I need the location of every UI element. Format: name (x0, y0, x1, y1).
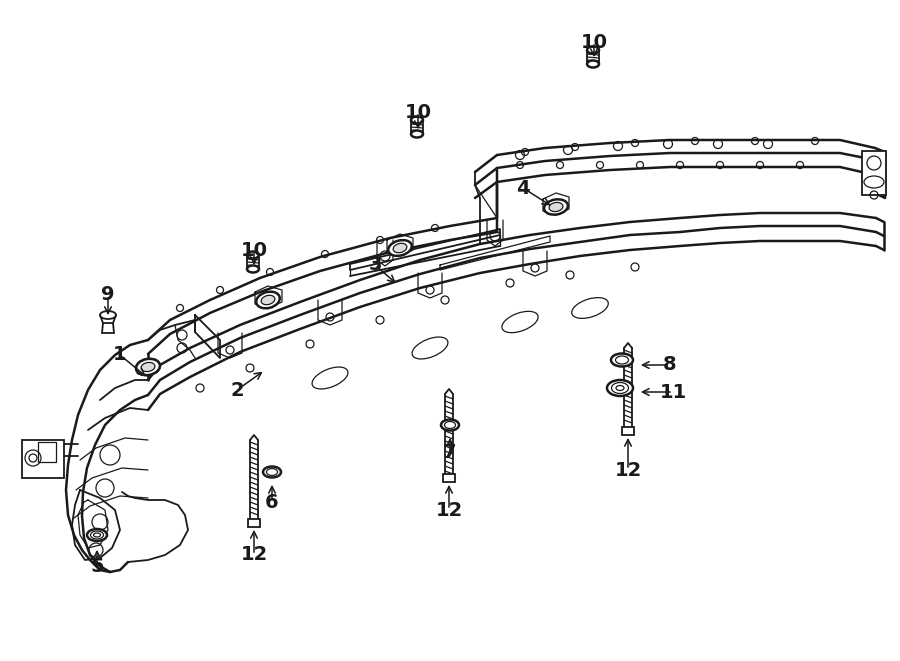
Ellipse shape (587, 46, 599, 54)
Bar (862, 151, 886, 195)
Text: 12: 12 (240, 545, 267, 564)
Ellipse shape (263, 467, 281, 477)
Ellipse shape (87, 529, 107, 541)
Ellipse shape (256, 292, 280, 308)
Ellipse shape (611, 354, 633, 366)
Ellipse shape (544, 200, 568, 215)
Bar (622, 427, 634, 435)
Ellipse shape (247, 266, 259, 272)
Text: 9: 9 (101, 286, 115, 305)
Text: 7: 7 (443, 444, 456, 463)
Ellipse shape (411, 130, 423, 137)
Ellipse shape (388, 240, 412, 256)
Text: 3: 3 (368, 256, 382, 274)
Text: 6: 6 (266, 492, 279, 512)
Ellipse shape (441, 420, 459, 430)
Text: 10: 10 (580, 32, 608, 52)
Text: 1: 1 (113, 346, 127, 364)
Ellipse shape (587, 61, 599, 67)
Ellipse shape (607, 380, 633, 396)
Bar (443, 474, 455, 482)
Bar (22, 440, 64, 478)
Text: 4: 4 (517, 178, 530, 198)
Text: 8: 8 (663, 356, 677, 375)
Ellipse shape (136, 359, 160, 375)
Text: 10: 10 (404, 102, 431, 122)
Ellipse shape (247, 251, 259, 258)
Ellipse shape (141, 362, 155, 371)
Bar (248, 519, 260, 527)
Text: 10: 10 (240, 241, 267, 260)
Ellipse shape (100, 311, 116, 319)
Ellipse shape (411, 116, 423, 124)
Ellipse shape (261, 295, 274, 305)
Ellipse shape (136, 359, 160, 375)
Text: 12: 12 (436, 500, 463, 520)
Text: 11: 11 (660, 383, 687, 401)
Text: 12: 12 (615, 461, 642, 479)
Bar (38, 442, 56, 462)
Text: 2: 2 (230, 381, 244, 399)
Ellipse shape (393, 243, 407, 253)
Text: 5: 5 (90, 557, 104, 576)
Ellipse shape (549, 202, 562, 212)
